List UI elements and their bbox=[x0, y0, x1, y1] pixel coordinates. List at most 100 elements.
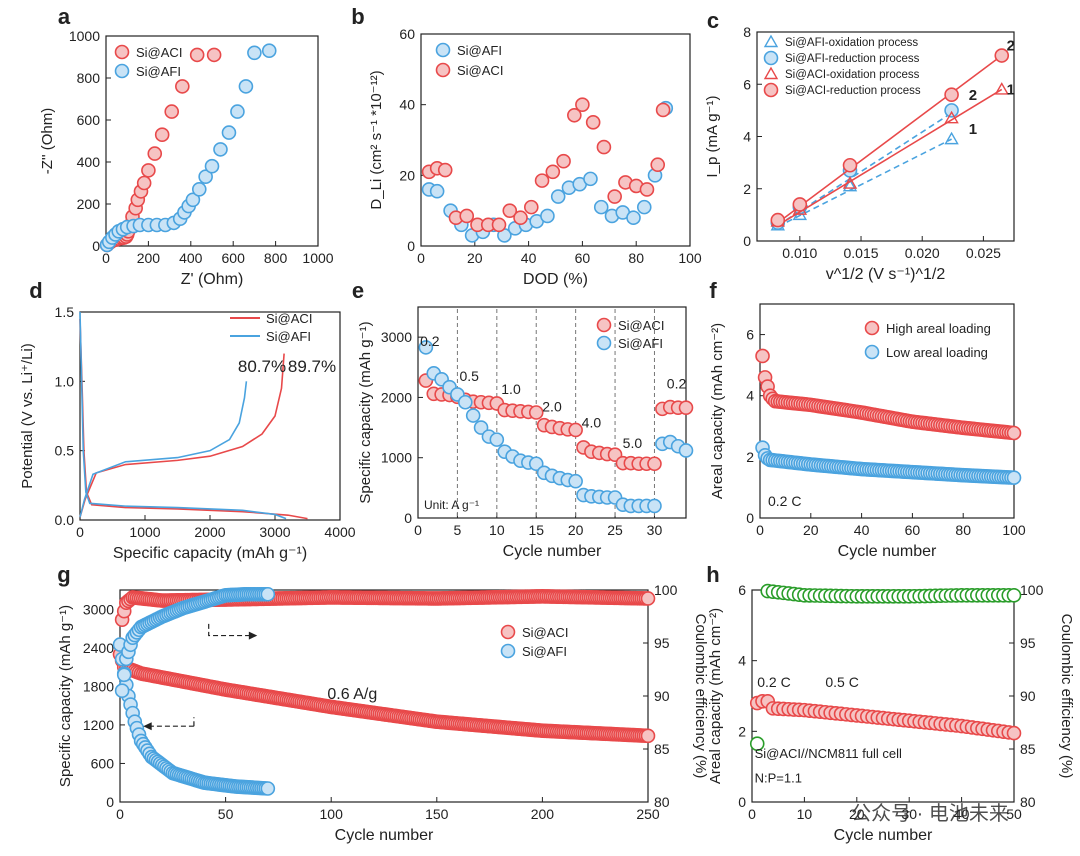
data-point-Si@AFI bbox=[626, 210, 641, 226]
data-point-Si@ACI bbox=[596, 139, 612, 155]
data-point-Si@AFI bbox=[238, 79, 254, 94]
data-point-Si@AFI bbox=[221, 125, 237, 140]
y-tick-label: 0 bbox=[738, 794, 746, 810]
x-tick-label: 0 bbox=[414, 522, 422, 538]
y-tick-label: 0 bbox=[404, 510, 412, 526]
legend-Si@ACI-reduction process: Si@ACI-reduction process bbox=[785, 85, 921, 97]
data-point-Si@AFI bbox=[465, 408, 481, 423]
x-tick-label: 80 bbox=[955, 522, 971, 538]
x-tick-label: 10 bbox=[797, 806, 813, 822]
data-point-Si@ACI bbox=[154, 127, 170, 142]
efficiency-axis-arrowhead bbox=[248, 631, 258, 640]
legend-Si@AFI-reduction process: Si@AFI-reduction process bbox=[785, 53, 920, 65]
y-tick-label: 8 bbox=[743, 24, 751, 40]
x-axis-label: Cycle number bbox=[335, 827, 434, 844]
y-right-tick-label: 100 bbox=[654, 582, 678, 598]
np-ratio-label: N:P=1.1 bbox=[755, 771, 802, 786]
data-point-Si@ACI bbox=[147, 146, 163, 161]
x-tick-label: 3000 bbox=[259, 524, 290, 540]
efficiency-point bbox=[749, 736, 765, 752]
rate-label: 0.5 bbox=[460, 368, 480, 384]
rate-label-0.2C: 0.2 C bbox=[757, 674, 790, 690]
efficiency-point bbox=[1006, 587, 1022, 603]
legend-Si@AFI: Si@AFI bbox=[136, 64, 181, 79]
x-tick-label: 40 bbox=[854, 522, 870, 538]
x-tick-label: 0.025 bbox=[966, 245, 1001, 261]
data-point-Si@ACI bbox=[141, 163, 156, 178]
fit-line-Si@ACI-oxidation process bbox=[777, 88, 1003, 227]
efficiency-axis-arrow bbox=[208, 623, 251, 637]
data-point-Si@AFI bbox=[429, 183, 445, 199]
x-axis-label: Cycle number bbox=[503, 543, 602, 560]
data-point-Si@ACI bbox=[175, 79, 190, 94]
y-tick-label: 6 bbox=[743, 76, 751, 92]
data-point-Si@ACI-reduction process bbox=[770, 212, 786, 228]
x-tick-label: 100 bbox=[320, 806, 344, 822]
data-point-Si@AFI bbox=[540, 208, 555, 224]
panel-letter-c: c bbox=[707, 8, 719, 33]
x-tick-label: 0 bbox=[417, 250, 425, 266]
y-right-tick-label: 85 bbox=[1020, 741, 1036, 757]
y-tick-label: 800 bbox=[77, 70, 101, 86]
data-point-Si@ACI-oxidation process bbox=[944, 110, 959, 124]
capacity-axis-arrow bbox=[147, 717, 195, 727]
data-point-Si@ACI bbox=[639, 182, 655, 197]
Si@AFI-discharge-curve bbox=[79, 311, 287, 520]
data-point-Si@AFI bbox=[647, 498, 662, 514]
y-tick-label: 0 bbox=[407, 238, 415, 254]
legend-High areal loading: High areal loading bbox=[886, 321, 991, 336]
x-tick-label: 20 bbox=[803, 522, 819, 538]
efficiency-point-Si@AFI bbox=[114, 683, 130, 699]
efficiency-point-Si@ACI bbox=[640, 591, 656, 606]
data-point-Si@ACI bbox=[585, 115, 601, 130]
condition-label: 0.2 C bbox=[768, 493, 801, 509]
data-point-Si@ACI bbox=[556, 153, 571, 169]
data-point-Si@ACI bbox=[528, 405, 544, 420]
y-tick-label: 1.5 bbox=[55, 304, 75, 320]
y-axis-label: Specific capacity (mAh g⁻¹) bbox=[357, 321, 374, 503]
x-tick-label: 800 bbox=[264, 250, 288, 266]
rate-label: 1.0 bbox=[501, 381, 521, 397]
y-tick-label: 200 bbox=[77, 196, 101, 212]
panel-letter-a: a bbox=[58, 4, 71, 29]
data-point-Si@AFI-oxidation process bbox=[944, 131, 959, 145]
x-tick-label: 40 bbox=[954, 806, 970, 822]
annotation-blue-1: 1 bbox=[969, 121, 977, 138]
legend-marker bbox=[763, 50, 779, 66]
panel-letter-g: g bbox=[57, 562, 70, 587]
plot-frame bbox=[420, 33, 691, 247]
data-point-Si@AFI bbox=[418, 340, 434, 355]
y-right-tick-label: 80 bbox=[1020, 794, 1036, 810]
Si@AFI-charge-curve bbox=[79, 381, 248, 518]
y-right-tick-label: 90 bbox=[1020, 688, 1036, 704]
x-tick-label: 100 bbox=[678, 250, 702, 266]
legend-Si@AFI: Si@AFI bbox=[618, 336, 663, 351]
data-point-Si@ACI bbox=[459, 208, 475, 224]
panel-a: a 0 200 400 600 800 1000 0 200 400 600 800 1000 Z' (O… bbox=[39, 4, 334, 288]
data-point-Si@AFI bbox=[247, 45, 262, 61]
y-tick-label: 2 bbox=[743, 181, 751, 197]
y-axis-label: Areal capacity (mAh cm⁻²) bbox=[709, 323, 726, 499]
y-tick-label: 6 bbox=[746, 327, 754, 343]
y-axis-label: -Z'' (Ohm) bbox=[39, 108, 56, 175]
data-point-Si@AFI-oxidation process bbox=[842, 178, 858, 192]
y-tick-label: 0 bbox=[746, 510, 754, 526]
x-tick-label: 200 bbox=[137, 250, 161, 266]
data-point-Si@ACI bbox=[647, 456, 662, 472]
y-tick-label: 2400 bbox=[83, 640, 114, 656]
y-tick-label: 600 bbox=[91, 755, 115, 771]
data-point-Si@AFI bbox=[678, 443, 694, 458]
data-point-Si@ACI bbox=[678, 400, 694, 415]
data-point-Si@AFI bbox=[593, 199, 609, 215]
legend-Si@AFI: Si@AFI bbox=[457, 43, 502, 58]
data-point-Low areal loading bbox=[1006, 470, 1022, 485]
panel-letter-f: f bbox=[709, 278, 717, 303]
y-tick-label: 0 bbox=[106, 794, 114, 810]
data-point-Si@ACI-oxidation process bbox=[842, 176, 858, 189]
legend-marker bbox=[763, 34, 779, 48]
y-tick-label: 0 bbox=[743, 233, 751, 249]
legend-marker bbox=[763, 82, 779, 98]
annotation-blue-2: 2 bbox=[969, 87, 977, 104]
data-point-Si@AFI bbox=[185, 192, 201, 208]
y-axis-label: Potential (V vs. Li⁺/Li) bbox=[19, 343, 36, 488]
